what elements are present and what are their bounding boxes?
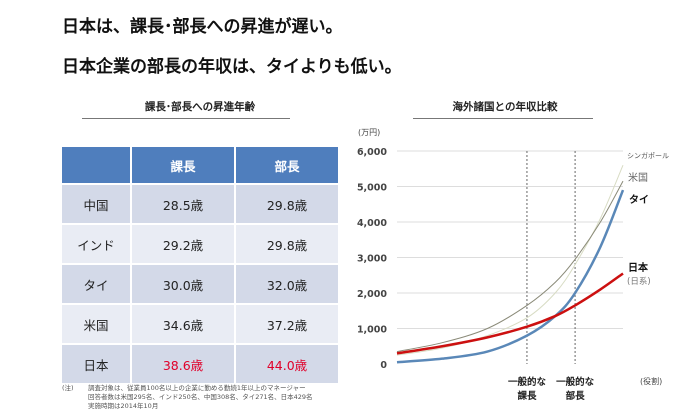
- country-cell: インド: [62, 225, 132, 265]
- series-line-0: [396, 165, 624, 356]
- series-label: 米国: [628, 171, 648, 184]
- country-cell: 日本: [62, 345, 132, 385]
- note-line: 回答者数は米国295名、インド250名、中国308名、タイ271名、日本429名: [88, 393, 313, 401]
- table-row: タイ 30.0歳 32.0歳: [62, 265, 340, 305]
- bucho-age: 32.0歳: [236, 265, 340, 305]
- note-label: (注): [62, 384, 74, 392]
- table-row: インド 29.2歳 29.8歳: [62, 225, 340, 265]
- headline-1: 日本は、課長･部長への昇進が遅い。: [62, 17, 343, 37]
- y-tick-label: 6,000: [357, 147, 387, 158]
- kacho-age: 29.2歳: [132, 225, 236, 265]
- y-tick-label: 5,000: [357, 183, 387, 194]
- note-text: 調査対象は、従業員100名以上の企業に勤める勤続1年以上のマネージャー 回答者数…: [88, 384, 313, 411]
- header-cell: [62, 147, 132, 185]
- table-row: 日本 38.6歳 44.0歳: [62, 345, 340, 385]
- y-tick-label: 1,000: [357, 325, 387, 336]
- chart-title: 海外諸国との年収比較: [452, 101, 558, 113]
- country-cell: 米国: [62, 305, 132, 345]
- series-label: 日本: [628, 261, 649, 274]
- header-cell: 課長: [132, 147, 236, 185]
- table-row: 中国 28.5歳 29.8歳: [62, 185, 340, 225]
- y-axis-label: (万円): [358, 128, 380, 137]
- table-title: 課長･部長への昇進年齢: [144, 101, 256, 113]
- y-tick-label: 4,000: [357, 218, 387, 229]
- role-label: 課長: [517, 390, 537, 402]
- series-line-1: [396, 180, 624, 353]
- role-label: 部長: [566, 390, 586, 402]
- bucho-age: 44.0歳: [236, 345, 340, 385]
- country-cell: タイ: [62, 265, 132, 305]
- y-tick-label: 0: [380, 360, 387, 371]
- country-cell: 中国: [62, 185, 132, 225]
- note-line: 実施時期は2014年10月: [88, 402, 159, 410]
- chart-title-underline: [413, 118, 593, 119]
- series-line-2: [396, 189, 625, 364]
- note-line: 調査対象は、従業員100名以上の企業に勤める勤続1年以上のマネージャー: [88, 384, 306, 392]
- role-label: 一般的な: [508, 376, 547, 388]
- series-sublabel: (日系): [627, 276, 651, 287]
- kacho-age: 30.0歳: [132, 265, 236, 305]
- table-header-row: 課長 部長: [62, 147, 340, 185]
- promotion-age-table: 課長 部長 中国 28.5歳 29.8歳 インド 29.2歳 29.8歳 タイ 30.0歳…: [62, 147, 340, 385]
- headline-2: 日本企業の部長の年収は、タイよりも低い。: [62, 57, 402, 77]
- kacho-age: 34.6歳: [132, 305, 236, 345]
- series-label: タイ: [629, 194, 649, 206]
- bucho-age: 29.8歳: [236, 185, 340, 225]
- series-line-3: [396, 272, 624, 355]
- bucho-age: 37.2歳: [236, 305, 340, 345]
- x-axis-label: (役割): [640, 376, 662, 386]
- kacho-age: 38.6歳: [132, 345, 236, 385]
- y-tick-label: 2,000: [357, 289, 387, 300]
- series-label: シンガポール: [627, 151, 669, 160]
- header-cell: 部長: [236, 147, 340, 185]
- kacho-age: 28.5歳: [132, 185, 236, 225]
- table-row: 米国 34.6歳 37.2歳: [62, 305, 340, 345]
- bucho-age: 29.8歳: [236, 225, 340, 265]
- role-label: 一般的な: [556, 376, 595, 388]
- table-title-underline: [82, 118, 290, 119]
- y-tick-label: 3,000: [357, 254, 387, 265]
